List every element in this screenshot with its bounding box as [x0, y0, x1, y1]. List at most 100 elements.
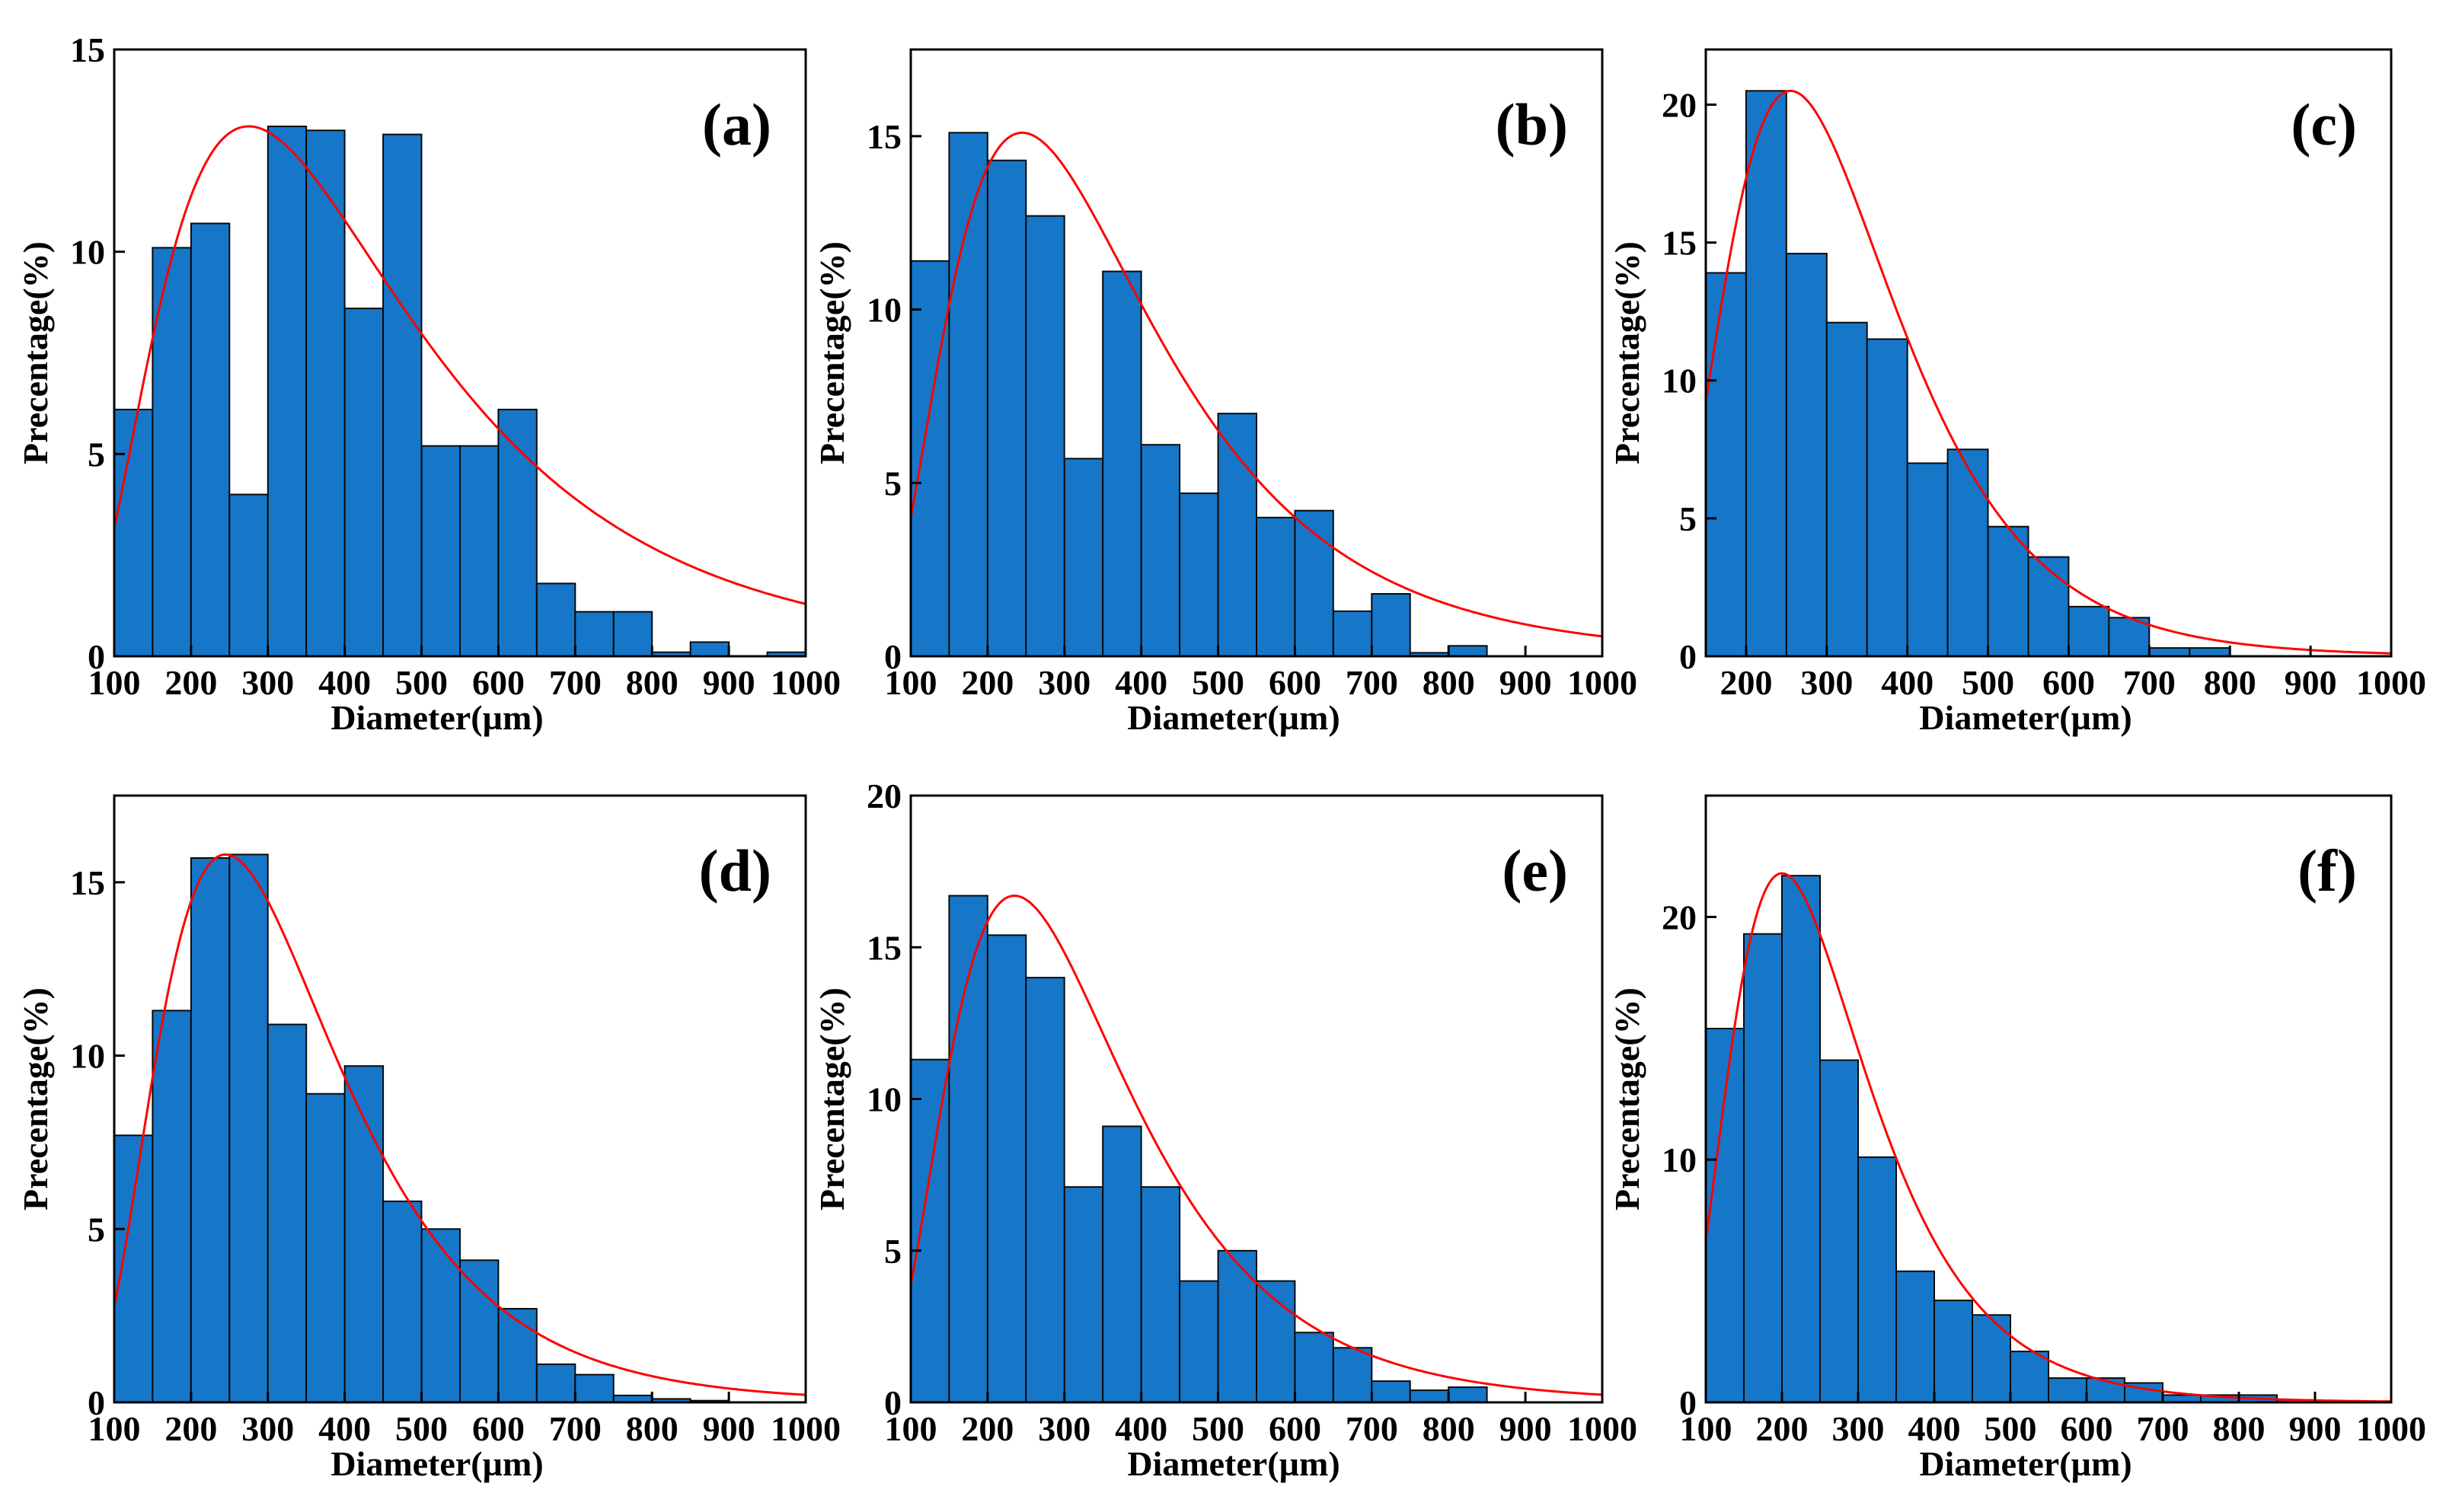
- panel-f: 100 200 300 400 500 600 700 800 900 1000 0 10 20 Diam…: [1608, 794, 2426, 1483]
- x-tick-label: 300: [1832, 1409, 1885, 1448]
- x-tick-label: 300: [241, 663, 294, 702]
- x-tick-label: 100: [1680, 1409, 1732, 1448]
- histogram-bar: [612, 611, 653, 657]
- histogram-bar: [1332, 1347, 1373, 1404]
- y-tick-label: 20: [867, 777, 902, 815]
- histogram-bar: [1179, 492, 1219, 658]
- histogram-bar: [382, 133, 423, 658]
- histogram-bar: [1785, 253, 1828, 658]
- histogram-bar: [2068, 605, 2110, 657]
- histogram-bar: [1946, 448, 1989, 657]
- y-tick-label: 5: [1679, 499, 1697, 538]
- histogram-bar: [1745, 90, 1787, 658]
- x-tick-label: 200: [961, 663, 1014, 702]
- y-tick-label: 0: [884, 637, 902, 676]
- y-tick-label: 0: [884, 1383, 902, 1422]
- histogram-bar: [1217, 1249, 1257, 1404]
- x-tick-label: 700: [2137, 1409, 2189, 1448]
- histogram-bar: [574, 611, 615, 657]
- x-axis-title: Diameter(µm): [330, 698, 543, 737]
- x-tick-label: 800: [626, 663, 679, 702]
- histogram-bar: [152, 1010, 192, 1403]
- x-tick-label: 900: [1499, 663, 1552, 702]
- histogram-bar: [910, 260, 950, 657]
- histogram-bar: [535, 1363, 576, 1404]
- x-tick-label: 100: [885, 663, 937, 702]
- x-tick-label: 400: [1115, 663, 1167, 702]
- x-tick-label: 600: [1269, 663, 1321, 702]
- x-tick-label: 600: [2061, 1409, 2113, 1448]
- x-tick-label: 400: [318, 1409, 371, 1448]
- x-tick-label: 500: [395, 1409, 448, 1448]
- histogram-bar: [190, 857, 231, 1403]
- y-tick-label: 0: [1679, 1383, 1697, 1422]
- y-axis-title: Precentage(%): [16, 241, 55, 464]
- x-tick-label: 400: [1881, 663, 1933, 702]
- x-tick-label: 1000: [771, 1409, 841, 1448]
- x-axis-title: Diameter(µm): [1127, 1444, 1340, 1483]
- x-tick-label: 1000: [771, 663, 841, 702]
- x-tick-label: 800: [1423, 663, 1475, 702]
- x-tick-label: 100: [88, 663, 141, 702]
- x-tick-label: 1000: [1567, 1409, 1637, 1448]
- histogram-bar: [2148, 647, 2191, 657]
- histogram-bar: [948, 132, 988, 658]
- histogram-bar: [689, 641, 730, 658]
- y-tick-label: 0: [88, 637, 105, 676]
- x-tick-label: 900: [2285, 663, 2337, 702]
- x-tick-label: 500: [1192, 663, 1244, 702]
- histogram-bar: [2010, 1351, 2049, 1403]
- y-axis-title: Precentage(%): [813, 987, 851, 1211]
- histogram-bar: [343, 1065, 385, 1403]
- x-axis-title: Diameter(µm): [1127, 698, 1340, 737]
- y-tick-label: 20: [1662, 85, 1697, 124]
- histogram-bar: [459, 1259, 500, 1404]
- histogram-bar: [1448, 645, 1488, 657]
- histogram-bar: [1294, 1332, 1334, 1404]
- panel-e: 100 200 300 400 500 600 700 800 900 1000 0 5 10 15 20 D…: [813, 777, 1637, 1483]
- histogram-bar: [1332, 610, 1373, 657]
- histogram-bar: [910, 1058, 950, 1403]
- histogram-bar: [948, 895, 988, 1403]
- histogram-bar: [1705, 1028, 1745, 1403]
- x-tick-label: 1000: [2356, 1409, 2426, 1448]
- y-tick-label: 5: [88, 1210, 105, 1249]
- histogram-bar: [420, 445, 461, 657]
- panel-label: (b): [1496, 91, 1568, 158]
- histogram-bar: [267, 126, 308, 657]
- histogram-bar: [382, 1200, 423, 1404]
- histogram-bar: [305, 1093, 346, 1403]
- y-tick-label: 15: [70, 30, 105, 69]
- histogram-bar: [1025, 977, 1065, 1403]
- y-tick-label: 10: [867, 291, 902, 330]
- histogram-bar: [1743, 933, 1783, 1403]
- histogram-bar: [1987, 525, 2029, 658]
- x-tick-label: 500: [1962, 663, 2014, 702]
- histogram-bar: [2189, 647, 2231, 657]
- y-axis-title: Precentage(%): [16, 987, 55, 1211]
- x-tick-label: 700: [549, 1409, 602, 1448]
- histogram-bar: [1102, 1125, 1142, 1404]
- panel-d: 100 200 300 400 500 600 700 800 900 1000 0 5 10 15 Dia…: [16, 794, 841, 1483]
- histogram-bar: [1294, 509, 1334, 658]
- y-tick-label: 5: [884, 1232, 902, 1271]
- histogram-bar: [228, 853, 269, 1403]
- x-tick-label: 800: [1423, 1409, 1475, 1448]
- y-axis-title: Precentage(%): [1608, 241, 1646, 464]
- histogram-bar: [152, 247, 192, 657]
- histogram-bar: [1972, 1314, 2011, 1403]
- x-tick-label: 700: [1346, 663, 1398, 702]
- x-tick-label: 700: [549, 663, 602, 702]
- x-tick-label: 300: [241, 1409, 294, 1448]
- y-tick-label: 10: [1662, 1140, 1697, 1179]
- x-tick-label: 1000: [1567, 663, 1637, 702]
- panel-c: 200 300 400 500 600 700 800 900 1000 0 5 10 15 20 Diam…: [1608, 48, 2426, 737]
- x-tick-label: 600: [472, 663, 525, 702]
- histogram-bar: [1866, 338, 1908, 657]
- lognormal-fit-curve: [909, 131, 1603, 638]
- histogram-bar: [1140, 1186, 1181, 1403]
- x-tick-label: 100: [885, 1409, 937, 1448]
- histogram-bar: [1819, 1059, 1859, 1403]
- x-tick-label: 1000: [2356, 663, 2426, 702]
- x-tick-label: 700: [1346, 1409, 1398, 1448]
